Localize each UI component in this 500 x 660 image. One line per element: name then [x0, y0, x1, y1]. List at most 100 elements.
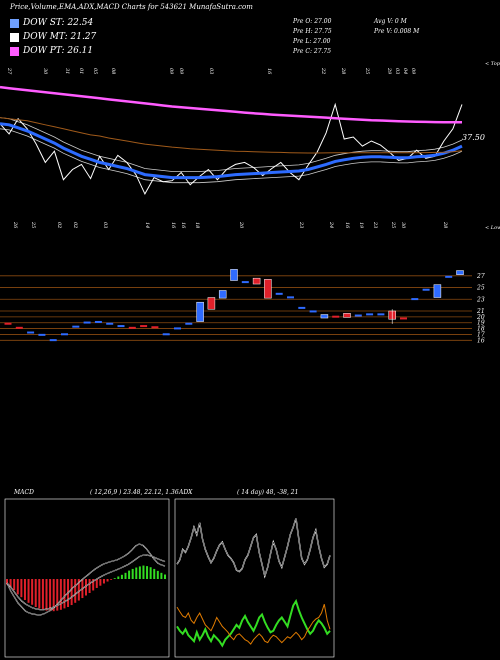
series-price [0, 102, 463, 195]
top-label: < Tops [485, 61, 500, 67]
macd-hist-bar [138, 566, 141, 579]
series-ema_long [0, 85, 462, 124]
candle [241, 281, 249, 284]
macd-hist-bar [23, 579, 26, 600]
ema-band-lower [0, 128, 463, 184]
top-date-label: 22 [320, 67, 326, 74]
macd-hist-bar [45, 579, 48, 611]
macd-hist-bar [95, 579, 98, 588]
macd-hist-bar [56, 579, 59, 611]
candle [298, 306, 306, 309]
y-tick-label: 25 [476, 285, 485, 292]
stat-pre-open: Pre O: 27.00 [293, 18, 332, 25]
candle [320, 314, 329, 319]
bottom-date-label: 25 [30, 221, 36, 228]
bottom-date-label: 20 [238, 221, 244, 229]
series-ema_short [0, 122, 463, 180]
bottom-date-label: 26 [12, 221, 18, 229]
bottom-label: < Lows [485, 225, 500, 231]
macd-hist-bar [99, 579, 102, 586]
macd-hist-bar [34, 579, 37, 607]
stat-pre-low: Pre L: 27.00 [293, 38, 331, 45]
macd-hist-bar [41, 579, 44, 610]
macd-hist-bar [6, 579, 8, 585]
bottom-date-label: 25 [390, 221, 396, 228]
candle [128, 326, 136, 329]
candle [94, 320, 102, 323]
macd-series-core-macd [6, 543, 166, 616]
candle [151, 326, 159, 329]
adx-series-di_plus [176, 598, 331, 648]
legend-label-st: DOW ST: 22.54 [23, 18, 94, 28]
macd-hist-bar [120, 574, 123, 579]
legend-label-mt: DOW MT: 21.27 [23, 32, 97, 42]
macd-hist-bar [156, 570, 159, 579]
stat-pre-high: Pre H: 27.75 [293, 28, 332, 35]
candle [185, 322, 193, 325]
y-tick-label: 20 [476, 314, 485, 321]
candle [218, 290, 227, 299]
top-date-label: 09 [168, 68, 174, 75]
macd-hist-bar [59, 579, 62, 610]
macd-hist-bar [124, 572, 127, 579]
top-date-label: 04 [402, 68, 408, 74]
candle [49, 339, 57, 342]
candle [72, 325, 80, 328]
bottom-date-label: 14 [144, 222, 150, 228]
bottom-date-label: 28 [442, 221, 448, 228]
candle [332, 315, 340, 318]
candle [445, 275, 453, 278]
adx-title: ADX [178, 489, 193, 496]
macd-hist-bar [27, 579, 30, 603]
legend-dow-st: DOW ST: 22.54 [10, 18, 93, 28]
macd-hist-bar [49, 579, 52, 612]
candle [38, 333, 46, 336]
macd-hist-bar [31, 579, 34, 605]
top-date-label: 16 [266, 68, 272, 75]
macd-hist-bar [153, 568, 156, 579]
stat-avg-volume: Avg V: 0 M [374, 18, 407, 25]
macd-hist-bar [135, 567, 138, 579]
macd-series-core-signal [6, 554, 166, 610]
macd-hist-bar [13, 579, 16, 591]
last-value-label: 37.50 [462, 133, 485, 142]
top-date-label: 09 [410, 68, 416, 75]
candle [252, 277, 261, 285]
macd-hist-bar [110, 579, 113, 580]
macd-frame [4, 498, 170, 658]
macd-hist-bar [113, 578, 116, 579]
candle [174, 327, 181, 330]
macd-hist-bar [85, 579, 87, 596]
candle [61, 333, 68, 336]
candle [275, 292, 283, 295]
candle [140, 325, 148, 328]
top-date-label: 08 [110, 68, 116, 74]
macd-hist-bar [63, 579, 66, 609]
y-tick-label: 18 [477, 326, 485, 333]
top-date-label: 09 [178, 68, 184, 75]
chart-title: Price,Volume,EMA,ADX,MACD Charts for 543… [10, 3, 253, 11]
bottom-date-label: 02 [56, 222, 62, 228]
y-tick-label: 21 [476, 308, 485, 315]
candle [400, 317, 407, 320]
macd-params: ( 12,26,9 ) 23.48, 22.12, 1.36 [90, 489, 179, 496]
candle [230, 269, 238, 281]
candle [207, 297, 216, 310]
macd-hist-bar [38, 579, 41, 609]
top-date-label: 28 [340, 67, 346, 74]
legend-swatch-st [10, 18, 19, 28]
macd-hist-bar [16, 579, 19, 595]
macd-hist-bar [117, 576, 120, 579]
bottom-date-label: 02 [72, 222, 78, 228]
top-date-label: 03 [208, 68, 214, 74]
macd-hist-bar [77, 579, 80, 601]
y-tick-label: 16 [477, 337, 485, 344]
bottom-date-label: 30 [400, 222, 406, 229]
bottom-date-label: 03 [102, 222, 108, 228]
macd-hist-bar [160, 572, 163, 579]
adx-params: ( 14 day) 48, -38, 21 [237, 489, 298, 496]
bottom-date-label: 16 [170, 222, 176, 229]
macd-hist-bar [20, 579, 23, 598]
top-date-label: 03 [394, 68, 400, 74]
